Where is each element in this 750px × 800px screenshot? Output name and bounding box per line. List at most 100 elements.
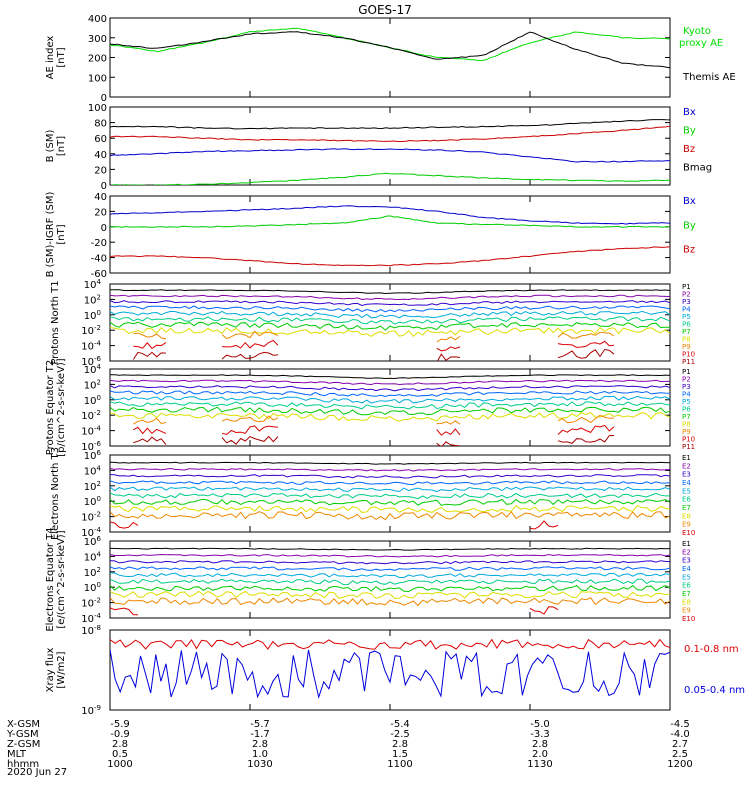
y-tick-label: 20 (94, 165, 107, 176)
channel-line-p5 (110, 395, 670, 404)
y-axis-label: AE index (45, 36, 56, 80)
channel-line-p8 (110, 326, 670, 338)
channel-segment-p11 (436, 353, 461, 361)
channel-line-e2 (110, 553, 670, 558)
legend-e7: E7 (682, 590, 691, 598)
panel-frame (109, 17, 671, 98)
y-axis-label: [p/(cm^2-s-sr-keV)] (56, 358, 67, 457)
series-line-by (110, 215, 670, 228)
y-tick-label: 300 (88, 34, 107, 45)
channel-line-p2 (110, 294, 670, 301)
legend-p2: P2 (682, 376, 691, 384)
ephemeris-label: X-GSM (7, 719, 40, 730)
y-tick-label: 104 (84, 550, 102, 563)
legend-e10: E10 (682, 615, 695, 623)
plot-area (110, 27, 670, 69)
y-tick-label: 100 (84, 495, 101, 508)
channel-line-e3 (110, 474, 670, 479)
channel-line-p8 (110, 412, 670, 422)
legend-p7: P7 (682, 328, 691, 336)
channel-segment-p10 (557, 340, 615, 348)
plot-area (110, 547, 670, 616)
channel-line-e7 (110, 584, 670, 593)
plot-area (110, 461, 670, 530)
legend-bz: Bz (683, 144, 695, 155)
y-axis-label: B (SM)-IGRF (SM) (45, 192, 56, 278)
channel-segment-p11 (133, 436, 167, 445)
y-tick-label: 20 (94, 207, 107, 218)
channel-segment-p10 (557, 424, 615, 435)
channel-segment-p10 (436, 428, 461, 436)
date-label: 2020 Jun 27 (7, 767, 67, 778)
legend-e3: E3 (682, 471, 691, 479)
channel-line-e9 (110, 510, 670, 521)
plot-area (110, 205, 670, 267)
legend-p11: P11 (682, 443, 695, 451)
legend-e6: E6 (682, 582, 691, 590)
channel-line-e2 (110, 467, 670, 472)
legend-p10: P10 (682, 436, 695, 444)
ephemeris-value: -0.9 (110, 729, 130, 740)
channel-line-e5 (110, 572, 670, 578)
y-tick-label: -60 (91, 269, 107, 280)
channel-segment-p9 (133, 417, 167, 425)
y-axis-label: Electrons Equator T4 (45, 527, 56, 631)
legend-p9: P9 (682, 428, 691, 436)
channel-line-p7 (110, 321, 670, 331)
legend-p3: P3 (682, 383, 691, 391)
panel-3: -60 -40 -20 0 20 40 B (SM)-IGRF (SM) [nT] Bx By Bz (45, 192, 696, 280)
y-tick-label: 10-2 (81, 597, 101, 610)
y-tick-label: 100 (88, 103, 107, 114)
plot-area (110, 289, 670, 361)
legend-by: By (683, 220, 696, 231)
legend-kyoto-proxy-ae: proxy AE (679, 38, 723, 49)
panel-8: 10-9 10-8 Xray flux [W/m2] 0.1-0.8 nm 0.05-0.… (45, 624, 745, 717)
y-tick-label: 100 (88, 73, 107, 84)
legend-p11: P11 (682, 358, 695, 366)
legend-p1: P1 (682, 368, 691, 376)
y-tick-label: 10-4 (81, 425, 101, 438)
legend-e7: E7 (682, 504, 691, 512)
series-line-by (110, 172, 670, 185)
y-axis-label: [nT] (56, 224, 67, 244)
legend-e4: E4 (682, 479, 691, 487)
ephemeris-value: 1200 (667, 759, 692, 770)
series-line-themis-ae (110, 31, 670, 69)
y-tick-label: 60 (94, 134, 107, 145)
legend-e2: E2 (682, 462, 691, 470)
channel-line-p7 (110, 406, 670, 416)
y-tick-label: 102 (84, 293, 101, 306)
ephemeris-value: 2.0 (532, 749, 548, 760)
y-tick-label: 10-2 (81, 409, 101, 422)
legend-themis-ae: Themis AE (682, 72, 736, 83)
y-tick-label: 0 (101, 93, 107, 104)
y-tick-label: 10-8 (81, 624, 101, 637)
ephemeris-value: 1130 (527, 759, 552, 770)
legend-bmag: Bmag (683, 163, 712, 174)
channel-line-p4 (110, 390, 670, 398)
channel-line-e5 (110, 486, 670, 493)
ephemeris-value: 2.8 (532, 739, 548, 750)
ephemeris-value: 1.5 (392, 749, 408, 760)
channel-segment-p9 (436, 335, 461, 343)
channel-line-p1 (110, 289, 670, 295)
series-line-kyoto-proxy-ae (110, 27, 670, 61)
channel-segment-e10 (529, 606, 559, 615)
channel-line-e7 (110, 498, 670, 506)
y-axis-label: [W/m2] (56, 651, 67, 688)
ephemeris-value: 1.0 (252, 749, 268, 760)
ephemeris-value: 2.8 (112, 739, 128, 750)
channel-segment-p10 (221, 425, 279, 436)
y-tick-label: 104 (84, 278, 102, 291)
plot-area (110, 119, 670, 185)
ephemeris-label: hhmm (7, 759, 39, 770)
ephemeris-value: -5.9 (110, 719, 130, 730)
channel-segment-p9 (436, 420, 461, 425)
legend-p7: P7 (682, 413, 691, 421)
y-tick-label: 0 (101, 181, 107, 192)
legend-e6: E6 (682, 496, 691, 504)
y-tick-label: 102 (84, 566, 101, 579)
ephemeris-value: -5.7 (250, 719, 270, 730)
ephemeris-value: -5.4 (390, 719, 410, 730)
channel-segment-e10 (529, 520, 559, 530)
